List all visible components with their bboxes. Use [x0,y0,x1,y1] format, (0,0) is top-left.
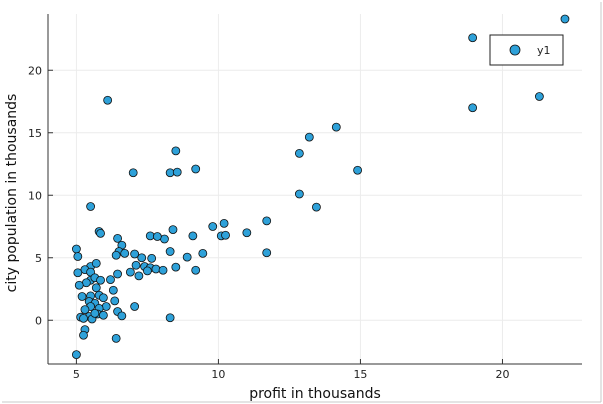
data-point [262,248,272,258]
y-tick-label: 15 [28,127,42,140]
y-tick-label: 10 [28,189,42,202]
y-tick-label: 0 [35,314,42,327]
data-point [208,222,218,231]
data-point [165,247,175,256]
ticks: 5 10 15 20 0 5 10 15 20 [28,64,509,381]
data-point [130,249,140,259]
data-point [130,302,140,311]
grid [48,14,582,364]
data-point [468,103,478,113]
data-point [191,265,201,275]
data-point [304,132,314,142]
data-point [96,275,105,285]
x-axis-title: profit in thousands [249,386,381,402]
data-point [151,264,161,274]
data-point [98,310,108,320]
data-point [134,271,144,281]
data-point [91,283,101,293]
data-point [131,260,141,270]
data-point [128,168,138,178]
data-points [72,14,570,360]
data-point [353,165,363,175]
data-point [182,252,192,262]
legend: y1 [489,34,564,66]
data-point [86,202,96,211]
data-point [143,266,152,276]
data-point [103,95,113,105]
data-point [72,350,81,360]
data-point [191,164,201,174]
data-point [468,33,478,43]
y-axis-title: city population in thousands [4,94,20,293]
data-point [294,189,304,199]
data-point [110,296,120,306]
axes [47,14,582,365]
data-point [91,258,101,268]
data-point [219,218,229,228]
data-point [165,313,175,323]
x-tick-label: 20 [495,368,509,381]
data-point [158,265,168,275]
data-point [106,275,115,285]
data-point [79,313,88,323]
data-point [172,167,182,177]
legend-label: y1 [537,44,551,57]
data-point [80,305,90,315]
data-point [111,250,121,260]
x-tick-label: 5 [73,368,80,381]
data-point [77,292,87,301]
y-tick-label: 20 [28,64,42,77]
data-point [125,267,135,277]
legend-box [489,34,564,66]
data-point [312,202,321,212]
data-point [111,333,121,343]
x-tick-label: 10 [211,368,225,381]
data-point [113,233,122,243]
data-point [171,146,181,156]
data-point [171,262,181,272]
data-point [147,253,157,263]
data-point [79,330,88,340]
data-point [152,232,162,241]
data-point [74,280,84,290]
data-point [294,148,304,158]
y-tick-label: 5 [35,252,42,265]
data-point [113,269,122,279]
data-point [90,308,100,318]
legend-marker [509,44,521,56]
data-point [198,248,208,258]
data-point [73,268,83,278]
data-point [534,92,544,101]
x-tick-label: 15 [353,368,367,381]
data-point [137,253,147,263]
data-point [242,228,252,238]
data-point [98,293,108,303]
data-point [221,230,230,240]
data-point [262,216,272,226]
data-point [73,252,83,261]
data-point [188,231,198,241]
data-point [120,248,130,258]
data-point [96,228,105,238]
data-point [560,14,570,24]
data-point [117,311,127,321]
data-point [108,285,118,295]
data-point [168,225,178,235]
data-point [72,244,81,254]
data-point [331,122,341,132]
